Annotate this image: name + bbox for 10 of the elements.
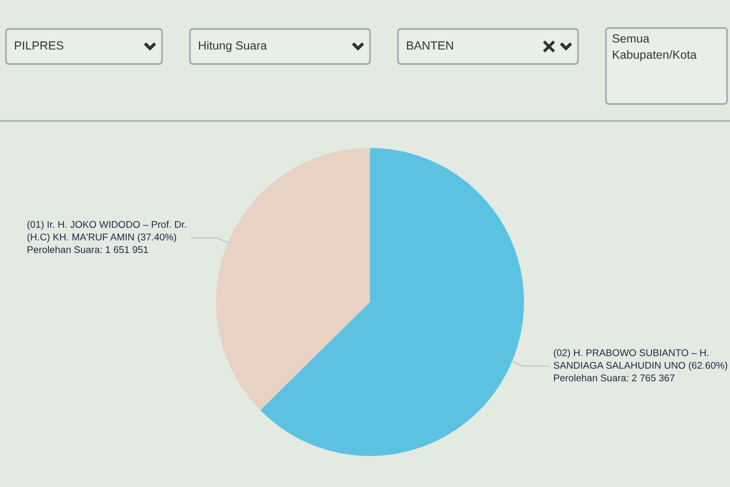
data-label: Perolehan Suara: 1 651 951 bbox=[28, 246, 148, 254]
slice-label: (02) H. PRABOWO SUBIANTO – H. SANDIAGA SALAHUDIN UNO (62.60%) bbox=[554, 349, 728, 371]
text: PILPRES bbox=[14, 41, 64, 50]
slice-label: (01) Ir. H. JOKO WIDODO – Prof. Dr. (H.C) KH. MA'RUF AMIN (37.40%) bbox=[27, 220, 186, 242]
pie-slice bbox=[216, 148, 370, 410]
text: Hitung Suara bbox=[198, 41, 267, 52]
pie-slice bbox=[260, 148, 524, 456]
text: BANTEN bbox=[406, 41, 453, 50]
text: Semua Kabupaten/Kota bbox=[612, 34, 697, 62]
data-label: Perolehan Suara: 2 765 367 bbox=[554, 374, 674, 382]
